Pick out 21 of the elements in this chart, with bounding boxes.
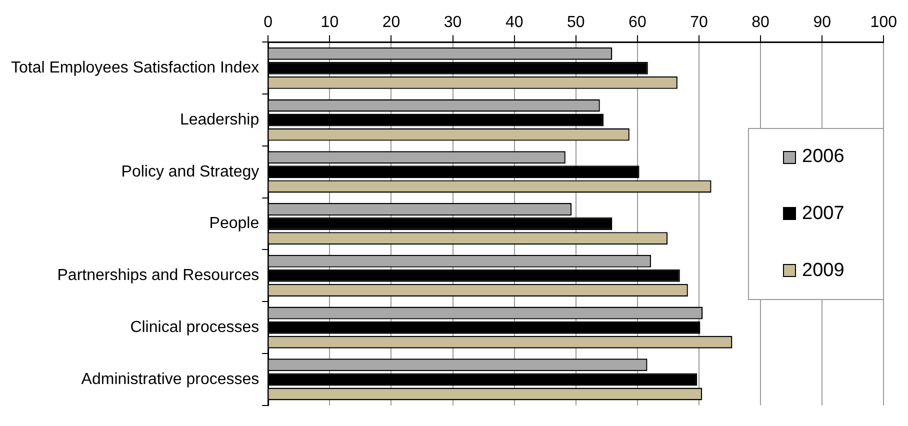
y-tick-label: People bbox=[209, 215, 260, 232]
x-tick-label: 80 bbox=[752, 14, 770, 32]
y-tick-label: Clinical processes bbox=[130, 318, 260, 336]
y-tick-label: Administrative processes bbox=[81, 370, 260, 388]
x-tick-label: 30 bbox=[444, 14, 462, 32]
x-tick-label: 60 bbox=[628, 14, 646, 32]
legend-label: 2006 bbox=[802, 146, 844, 168]
x-tick-label: 50 bbox=[566, 14, 585, 32]
y-tick-label: Leadership bbox=[180, 111, 260, 128]
x-tick-label: 20 bbox=[382, 14, 400, 32]
x-tick-label: 90 bbox=[813, 14, 832, 32]
x-tick-label: 100 bbox=[870, 14, 898, 32]
legend-label: 2007 bbox=[802, 202, 844, 225]
y-tick-label: Partnerships and Resources bbox=[57, 267, 260, 284]
y-tick-label: Policy and Strategy bbox=[121, 163, 260, 180]
legend-label: 2009 bbox=[802, 260, 844, 282]
x-tick-label: 10 bbox=[320, 14, 339, 32]
x-tick-label: 70 bbox=[690, 14, 708, 32]
y-tick-label: Total Employees Satisfaction Index bbox=[10, 60, 260, 77]
x-tick-label: 40 bbox=[505, 14, 524, 32]
x-tick-label: 0 bbox=[264, 14, 273, 32]
